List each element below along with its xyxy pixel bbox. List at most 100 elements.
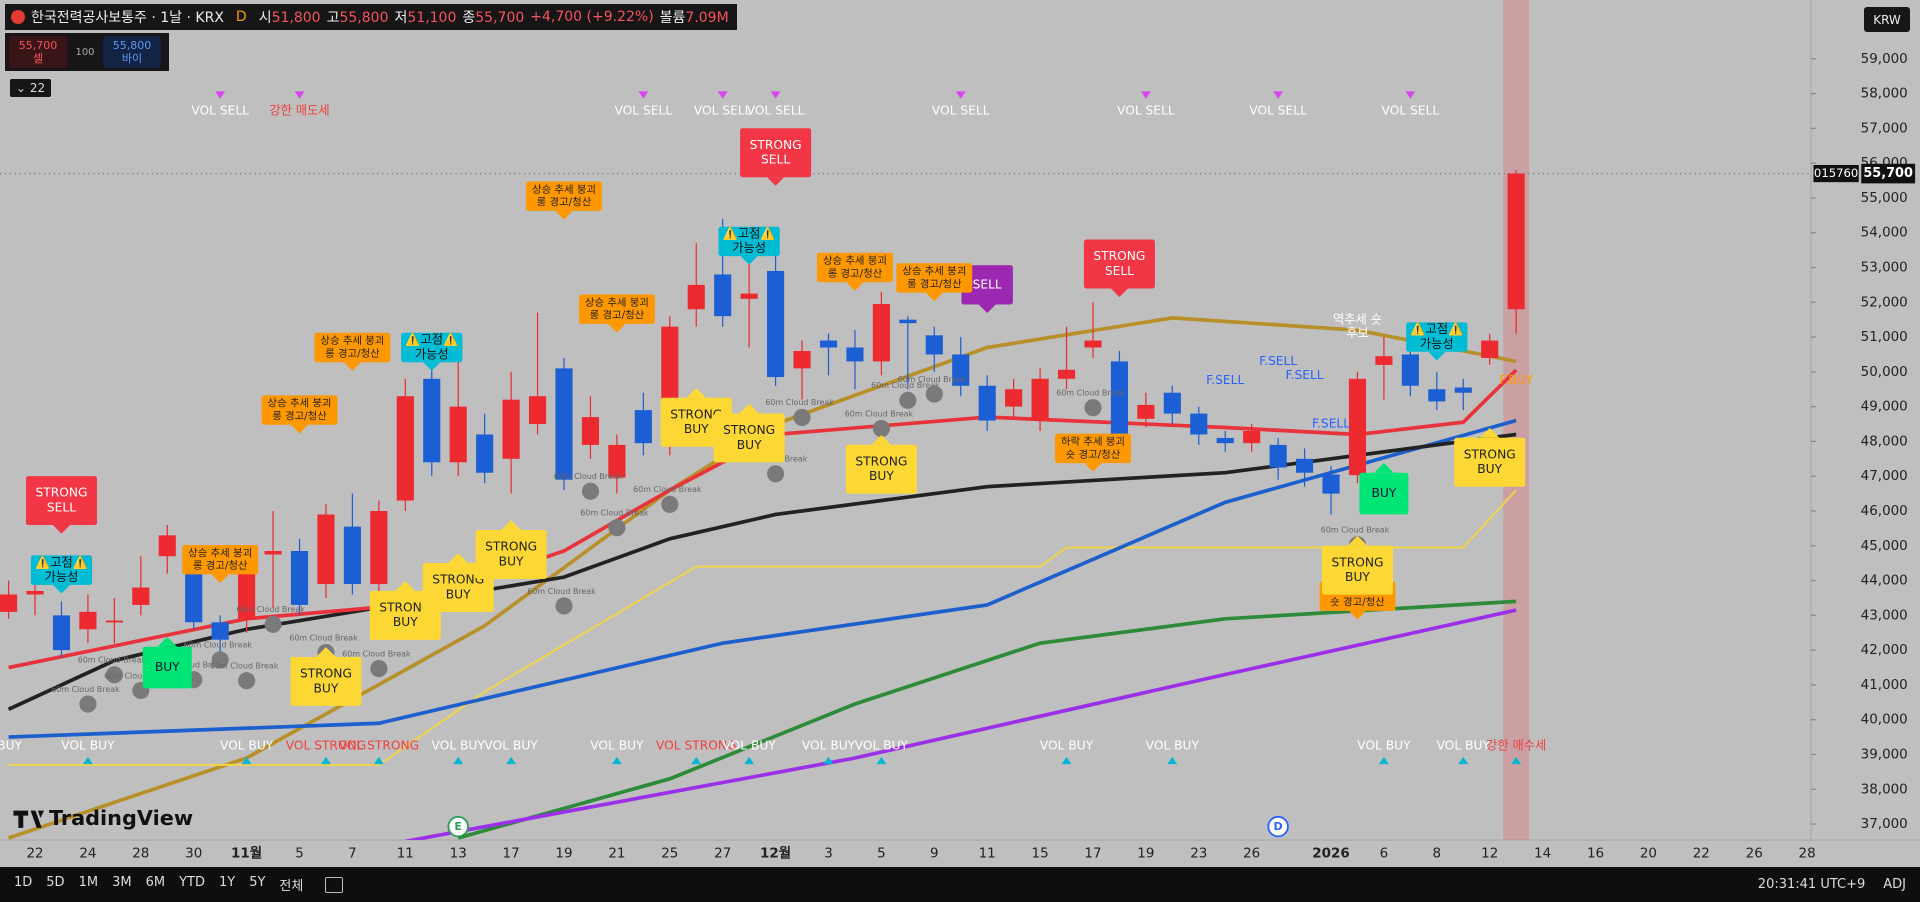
logo-text: TradingView <box>49 806 193 830</box>
candle-body <box>26 590 44 595</box>
adj-button[interactable]: ADJ <box>1883 877 1906 892</box>
range-button[interactable]: 5D <box>46 875 65 890</box>
ohlc-item: 시51,800 <box>259 7 321 27</box>
candle-body <box>264 550 282 555</box>
signal-text: VOL BUY <box>484 738 538 752</box>
range-button[interactable]: 전체 <box>279 879 304 894</box>
cloud-break-marker <box>264 615 282 633</box>
signal-f-sell: F.SELL <box>1259 354 1297 368</box>
range-button[interactable]: 3M <box>112 875 132 890</box>
clock: 20:31:41 UTC+9 <box>1757 877 1866 892</box>
signal-f-sell: F.SELL <box>1312 417 1350 431</box>
x-tick-label: 21 <box>608 847 625 862</box>
signal-text: BUY <box>1345 570 1370 584</box>
symbol-name[interactable]: 한국전력공사보통주 · 1날 · KRX <box>31 10 224 26</box>
signal-pointer <box>846 282 864 291</box>
highlight-band <box>1503 0 1530 841</box>
signal-pointer <box>740 256 758 265</box>
signal-trend-break: 상승 추세 붕괴롱 경고/청산 <box>816 252 893 291</box>
cloud-break-label: 60m Cloud Break <box>183 641 252 650</box>
candle-body <box>1348 378 1367 476</box>
candle-body <box>687 284 705 310</box>
candle-body <box>634 410 652 444</box>
sell-button[interactable]: 55,700 셀 <box>9 36 67 68</box>
signal-f-buy: F.BUY <box>1499 373 1533 387</box>
buy-button[interactable]: 55,800 바이 <box>103 36 161 68</box>
range-button[interactable]: 1Y <box>218 875 236 890</box>
candle-body <box>952 354 970 386</box>
quantity[interactable]: 100 <box>75 46 95 58</box>
currency-button[interactable]: KRW <box>1864 7 1910 32</box>
signal-triangle <box>321 756 331 765</box>
signal-vol-strong: VOL STRONG <box>656 738 736 765</box>
signal-text: F.SELL <box>1259 354 1297 368</box>
signal-trend-break: 상승 추세 붕괴롱 경고/청산 <box>526 181 602 220</box>
signal-text: 롱 경고/청산 <box>325 347 380 360</box>
signal-box <box>578 294 655 324</box>
x-tick-label: 16 <box>1587 847 1604 862</box>
x-tick-label: 22 <box>1693 847 1710 862</box>
signal-text: BUY <box>499 554 524 568</box>
candle-body <box>290 550 309 605</box>
event-marker[interactable] <box>1267 815 1289 838</box>
x-tick-label: 3 <box>824 847 833 862</box>
signal-text: VOL SELL <box>747 103 805 117</box>
ohlc-item: 종55,700 <box>462 7 524 27</box>
signal-pointer <box>978 304 996 314</box>
date-range-icon[interactable] <box>325 876 344 893</box>
signal-text: 가능성 <box>1420 337 1454 351</box>
signal-text: 상승 추세 붕괴 <box>823 255 887 267</box>
y-tick-label: 54,000 <box>1861 226 1908 241</box>
candle-body <box>581 417 600 445</box>
indicator-toggle[interactable]: ⌄ 22 <box>10 79 52 97</box>
cloud-break-marker <box>925 385 943 403</box>
signal-text: VOL SELL <box>1382 103 1440 117</box>
ohlc-value: 51,800 <box>271 10 321 26</box>
signal-triangle <box>1273 91 1284 99</box>
range-button[interactable]: 1M <box>78 875 99 890</box>
candle-body <box>819 340 838 348</box>
signal-text: BUY <box>393 615 418 629</box>
y-tick-label: 59,000 <box>1861 52 1908 67</box>
signal-text: 롱 경고/청산 <box>590 309 645 322</box>
cloud-break-label: 60m Cloud Break <box>104 671 173 680</box>
signal-box <box>740 128 812 178</box>
x-tick-label: 27 <box>714 847 731 862</box>
signal-text: VOL BUY <box>1146 738 1200 752</box>
candle-body <box>211 622 229 640</box>
candle-body <box>740 293 758 299</box>
signal-text: VOL BUY <box>1437 738 1491 752</box>
signal-box <box>816 252 893 283</box>
range-button[interactable]: 1D <box>14 875 33 890</box>
range-button[interactable]: 6M <box>145 875 166 890</box>
signal-text: 상승 추세 붕괴 <box>268 398 332 410</box>
event-marker[interactable] <box>447 815 469 838</box>
range-button[interactable]: 5Y <box>249 875 266 890</box>
signal-text: VOL SELL <box>191 103 249 117</box>
y-tick-label: 45,000 <box>1861 539 1908 554</box>
signal-box <box>845 444 917 494</box>
cloud-break-label: 60m Cloud Break <box>1056 388 1125 397</box>
indicator-line <box>8 489 1517 766</box>
signal-box <box>1406 322 1468 352</box>
signal-text: STRONG <box>432 573 484 587</box>
cloud-break-label: 60m Cloud Break <box>580 508 649 517</box>
signal-pointer <box>395 581 416 591</box>
signal-pointer <box>1348 610 1367 620</box>
x-tick-label: 11 <box>979 847 996 862</box>
candle-body <box>925 335 943 355</box>
range-button[interactable]: YTD <box>179 875 205 890</box>
signal-text: STRONG <box>855 454 907 468</box>
candle-body <box>1057 369 1076 379</box>
buy-price: 55,800 <box>112 39 152 52</box>
signal-pointer <box>448 553 468 564</box>
x-tick-label: 14 <box>1534 847 1551 862</box>
x-tick-label: 25 <box>661 847 678 862</box>
signal-pointer <box>1347 535 1368 546</box>
volume-label: 볼륨7.09M <box>660 7 729 27</box>
candle-body <box>1454 387 1472 393</box>
signal-text: BUY <box>684 422 709 436</box>
x-tick-label: 30 <box>185 847 202 862</box>
